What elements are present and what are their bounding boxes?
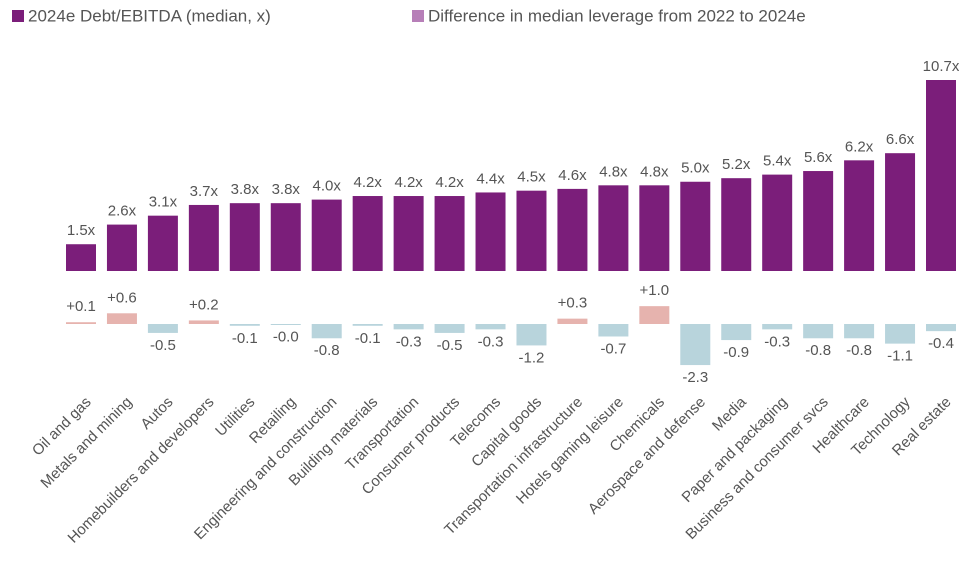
data-label: 4.0x bbox=[313, 178, 342, 195]
bar bbox=[66, 322, 96, 324]
data-label: 3.8x bbox=[231, 181, 260, 198]
bar bbox=[680, 181, 711, 271]
data-label: 4.2x bbox=[394, 174, 423, 191]
legend-label: Difference in median leverage from 2022 … bbox=[428, 6, 806, 25]
bar bbox=[393, 324, 424, 330]
data-label: -2.3 bbox=[682, 369, 708, 386]
bar bbox=[926, 324, 956, 332]
bar bbox=[352, 196, 383, 271]
bar bbox=[147, 324, 178, 333]
bar bbox=[557, 188, 588, 271]
data-label: 3.7x bbox=[190, 183, 219, 200]
data-label: -0.8 bbox=[846, 342, 872, 359]
data-label: 10.7x bbox=[923, 58, 959, 75]
data-label: -0.8 bbox=[805, 342, 831, 359]
data-label: -0.1 bbox=[232, 330, 258, 347]
bar bbox=[885, 153, 916, 271]
data-label: -0.5 bbox=[150, 337, 176, 354]
bar bbox=[311, 199, 342, 271]
bar bbox=[803, 324, 834, 339]
data-label: +0.6 bbox=[107, 289, 137, 306]
data-label: -0.4 bbox=[928, 335, 954, 352]
bar bbox=[885, 324, 916, 344]
bar bbox=[475, 192, 506, 271]
bar bbox=[475, 324, 506, 330]
data-label: -1.2 bbox=[519, 349, 545, 366]
data-label: -0.3 bbox=[396, 333, 422, 350]
bar bbox=[229, 203, 260, 271]
data-label: 1.5x bbox=[67, 222, 96, 239]
bar bbox=[516, 324, 547, 346]
bar bbox=[270, 203, 301, 271]
legend-label: 2024e Debt/EBITDA (median, x) bbox=[28, 6, 271, 25]
bar bbox=[557, 318, 588, 324]
data-label: -0.3 bbox=[478, 333, 504, 350]
data-label: -0.8 bbox=[314, 342, 340, 359]
data-label: -0.0 bbox=[273, 328, 299, 345]
data-label: 6.6x bbox=[886, 131, 915, 148]
data-label: 4.2x bbox=[435, 174, 464, 191]
bar bbox=[434, 324, 465, 333]
bar bbox=[721, 324, 752, 341]
data-label: 2.6x bbox=[108, 203, 137, 220]
data-label: -1.1 bbox=[887, 348, 913, 365]
bar bbox=[639, 306, 670, 324]
bar bbox=[721, 178, 752, 271]
data-label: +0.1 bbox=[66, 298, 96, 315]
bar bbox=[844, 160, 875, 271]
data-label: 4.8x bbox=[640, 163, 669, 180]
data-label: +1.0 bbox=[640, 282, 670, 299]
data-label: 4.6x bbox=[558, 167, 587, 184]
bar bbox=[270, 324, 301, 325]
bar bbox=[762, 324, 793, 330]
bar bbox=[188, 320, 219, 324]
data-label: 3.1x bbox=[149, 194, 178, 211]
bar bbox=[352, 324, 383, 326]
data-label: -0.9 bbox=[723, 344, 749, 361]
data-label: 3.8x bbox=[272, 181, 301, 198]
bar bbox=[844, 324, 875, 339]
data-label: +0.3 bbox=[558, 295, 588, 312]
bar bbox=[393, 196, 424, 271]
bar bbox=[598, 324, 629, 337]
bar bbox=[147, 215, 178, 271]
data-label: -0.3 bbox=[764, 333, 790, 350]
data-label: -0.5 bbox=[437, 337, 463, 354]
bar bbox=[66, 244, 96, 271]
bar bbox=[106, 224, 137, 271]
bar bbox=[598, 185, 629, 271]
data-label: -0.7 bbox=[600, 340, 626, 357]
data-label: 4.5x bbox=[517, 169, 546, 186]
bar bbox=[639, 185, 670, 271]
data-label: 5.0x bbox=[681, 160, 710, 177]
data-label: 6.2x bbox=[845, 138, 874, 155]
bar bbox=[106, 313, 137, 324]
data-label: -0.1 bbox=[355, 330, 381, 347]
bar bbox=[762, 174, 793, 271]
data-label: 5.2x bbox=[722, 156, 751, 173]
bar bbox=[434, 196, 465, 271]
bar bbox=[680, 324, 711, 366]
data-label: 4.4x bbox=[476, 170, 505, 187]
bar bbox=[188, 204, 219, 271]
bar bbox=[926, 80, 956, 271]
bar bbox=[516, 190, 547, 271]
data-label: 5.4x bbox=[763, 153, 792, 170]
bar bbox=[311, 324, 342, 339]
legend-swatch bbox=[12, 10, 24, 22]
data-label: +0.2 bbox=[189, 296, 219, 313]
bar bbox=[803, 171, 834, 271]
data-label: 4.8x bbox=[599, 163, 628, 180]
data-label: 4.2x bbox=[353, 174, 382, 191]
data-label: 5.6x bbox=[804, 149, 833, 166]
legend-swatch bbox=[412, 10, 424, 22]
bar bbox=[229, 324, 260, 326]
x-tick-label: Autos bbox=[137, 394, 176, 433]
